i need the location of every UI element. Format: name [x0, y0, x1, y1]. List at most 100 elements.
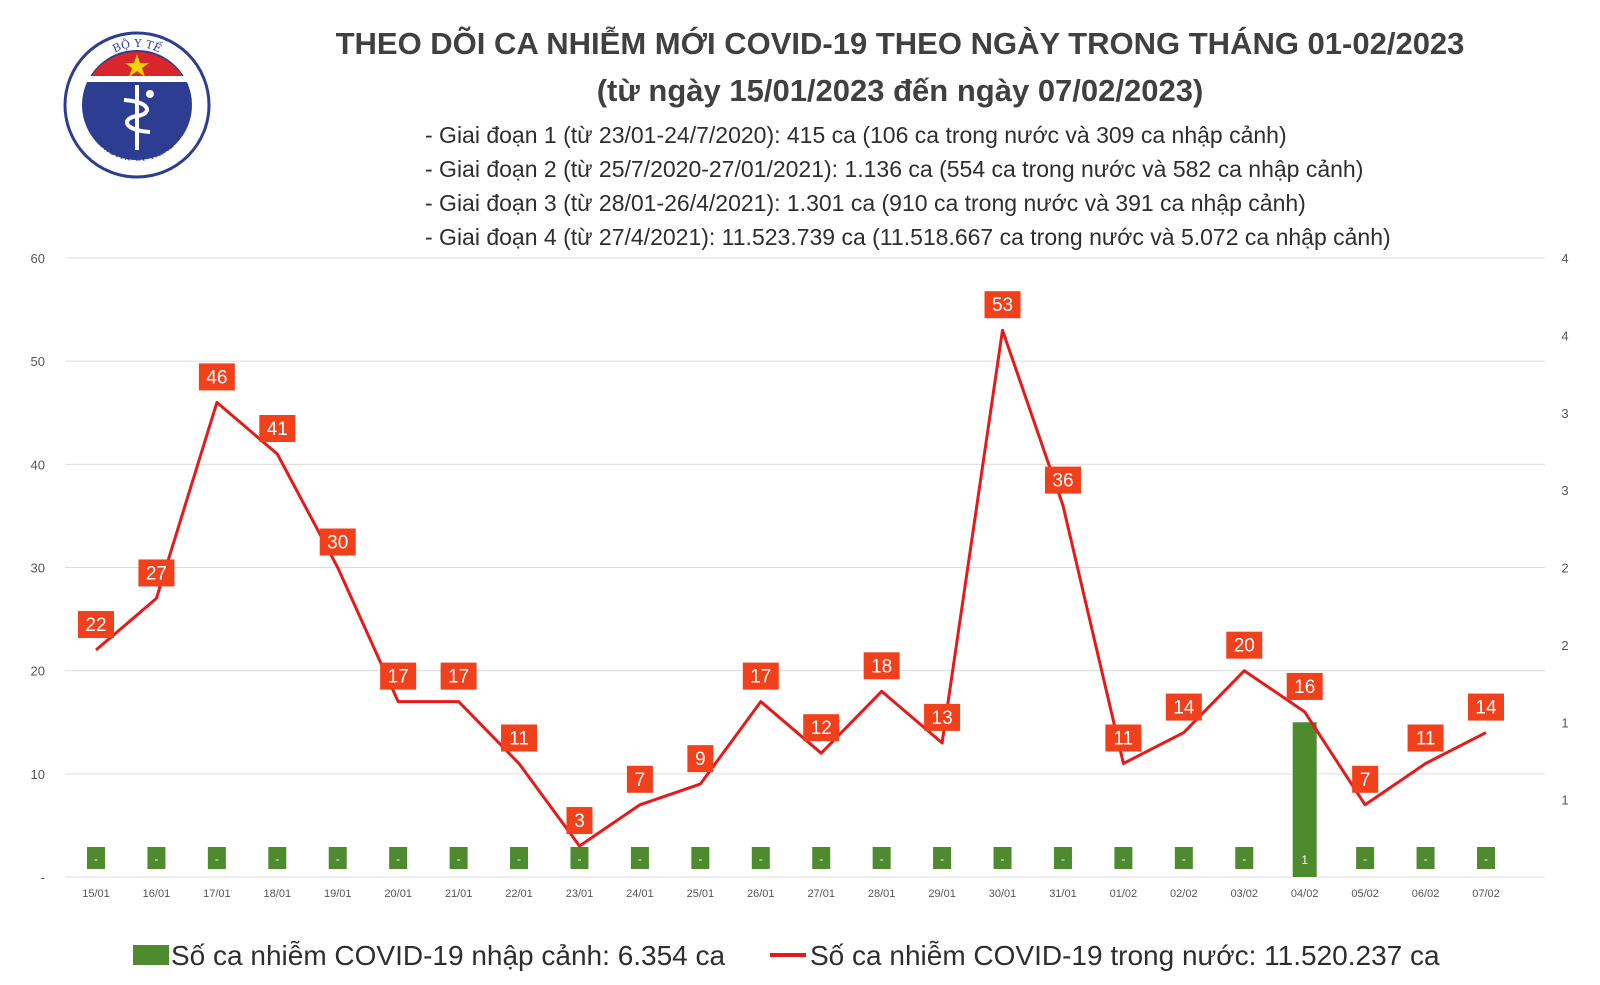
- bar-value-label: -: [1242, 852, 1246, 866]
- logo-emblem: BỘ Y TẾ MINISTRY OF HEALTH: [63, 31, 211, 179]
- data-label: 17: [388, 667, 409, 688]
- bar-zero-marker: [993, 847, 1012, 869]
- bar-zero-marker: [1356, 847, 1375, 869]
- data-label-box: [803, 714, 840, 742]
- x-tick-label: 27/01: [807, 888, 835, 900]
- x-tick-label: 05/02: [1351, 888, 1379, 900]
- x-tick-label: 17/01: [203, 888, 231, 900]
- y-left-tick-label: -: [41, 870, 45, 885]
- data-label: 7: [1360, 770, 1371, 791]
- x-tick-label: 26/01: [747, 888, 775, 900]
- y-left-tick-label: 40: [31, 457, 45, 472]
- bar-value-label: -: [698, 852, 702, 866]
- legend-label-imported: Số ca nhiễm COVID-19 nhập cảnh: 6.354 ca: [171, 940, 726, 971]
- legend-item-imported: Số ca nhiễm COVID-19 nhập cảnh: 6.354 ca: [133, 940, 725, 972]
- data-label: 36: [1052, 471, 1073, 492]
- bar-value-label: -: [396, 852, 400, 866]
- x-tick-label: 03/02: [1230, 888, 1258, 900]
- bar-zero-marker: [1053, 847, 1072, 869]
- data-label-box: [259, 415, 296, 443]
- data-label: 22: [85, 615, 106, 636]
- data-label: 12: [811, 718, 832, 739]
- logo-top-text: BỘ Y TẾ: [110, 37, 164, 56]
- data-label-box: [1165, 693, 1202, 721]
- data-label: 27: [146, 563, 167, 584]
- phase-note-3: - Giai đoạn 3 (từ 28/01-26/4/2021): 1.30…: [425, 190, 1306, 216]
- y-left-tick-label: 50: [31, 354, 45, 369]
- bar-value-label: -: [1363, 852, 1367, 866]
- x-tick-label: 21/01: [445, 888, 473, 900]
- bar: [1292, 722, 1317, 877]
- data-label-box: [78, 611, 114, 639]
- y-right-tick-label: 2: [1561, 561, 1568, 576]
- x-tick-label: 22/01: [505, 888, 533, 900]
- x-tick-label: 01/02: [1110, 888, 1138, 900]
- data-label: 17: [750, 667, 771, 688]
- data-label-box: [1468, 693, 1504, 721]
- data-label: 11: [1114, 729, 1134, 750]
- data-label: 53: [992, 295, 1013, 316]
- bar-zero-marker: [933, 847, 952, 869]
- data-label: 17: [448, 667, 469, 688]
- data-label: 14: [1173, 698, 1195, 719]
- phase-note-4: - Giai đoạn 4 (từ 27/4/2021): 11.523.739…: [425, 224, 1391, 250]
- x-tick-label: 24/01: [626, 888, 654, 900]
- x-tick-label: 20/01: [384, 888, 412, 900]
- bar-value-label: -: [1121, 852, 1125, 866]
- bar-value-label: -: [759, 852, 763, 866]
- data-label-box: [566, 807, 593, 835]
- y-right-tick-label: 2: [1561, 638, 1568, 653]
- bar-value-label: -: [1061, 852, 1065, 866]
- x-tick-label: 18/01: [264, 888, 292, 900]
- bar-zero-marker: [449, 847, 468, 869]
- bar-zero-marker: [1477, 847, 1495, 869]
- bar-zero-marker: [1416, 847, 1435, 869]
- bar-zero-marker: [1235, 847, 1254, 869]
- x-tick-label: 02/02: [1170, 888, 1198, 900]
- y-right-tick-label: 1: [1561, 715, 1568, 730]
- chart-subtitle: (từ ngày 15/01/2023 đến ngày 07/02/2023): [596, 73, 1204, 108]
- x-tick-label: 19/01: [324, 888, 352, 900]
- data-label: 11: [1416, 729, 1436, 750]
- x-tick-label: 16/01: [143, 888, 171, 900]
- bar-zero-marker: [570, 847, 589, 869]
- bar-zero-marker: [328, 847, 347, 869]
- bar-value-label: -: [1182, 852, 1186, 866]
- phase-note-1: - Giai đoạn 1 (từ 23/01-24/7/2020): 415 …: [425, 122, 1287, 148]
- data-label: 16: [1294, 677, 1315, 698]
- bar-zero-marker: [812, 847, 831, 869]
- x-tick-label: 15/01: [82, 888, 110, 900]
- bar-zero-marker: [630, 847, 649, 869]
- data-label-box: [1286, 672, 1323, 700]
- data-label-box: [440, 662, 477, 690]
- bar-value-label: -: [215, 852, 219, 866]
- bar-value-label: -: [880, 852, 884, 866]
- legend-swatch-line: [770, 952, 806, 957]
- bar-value-label: -: [275, 852, 279, 866]
- legend-item-domestic: Số ca nhiễm COVID-19 trong nước: 11.520.…: [770, 940, 1440, 972]
- bar-value-label: 1: [1301, 853, 1308, 867]
- x-tick-label: 25/01: [687, 888, 715, 900]
- data-label: 46: [206, 367, 227, 388]
- data-label-box: [742, 662, 779, 690]
- chart-title: THEO DÕI CA NHIỄM MỚI COVID-19 THEO NGÀY…: [335, 26, 1465, 61]
- y-left-tick-label: 60: [31, 251, 45, 266]
- data-label-box: [319, 528, 356, 556]
- data-label-box: [984, 291, 1021, 319]
- data-label: 3: [574, 811, 585, 832]
- data-label-box: [1407, 724, 1444, 752]
- bar-value-label: -: [1001, 852, 1005, 866]
- x-tick-label: 29/01: [928, 888, 956, 900]
- x-tick-label: 06/02: [1412, 888, 1440, 900]
- bar-value-label: -: [154, 852, 158, 866]
- bar-zero-marker: [389, 847, 408, 869]
- y-right-tick-label: 1: [1561, 793, 1568, 808]
- bar-zero-marker: [147, 847, 166, 869]
- y-left-tick-label: 10: [31, 767, 45, 782]
- data-label-box: [863, 652, 900, 680]
- data-label-box: [687, 745, 714, 773]
- series-line-domestic: [95, 328, 1487, 848]
- x-tick-label: 31/01: [1049, 888, 1077, 900]
- bar-zero-marker: [87, 847, 105, 869]
- data-label: 11: [509, 729, 529, 750]
